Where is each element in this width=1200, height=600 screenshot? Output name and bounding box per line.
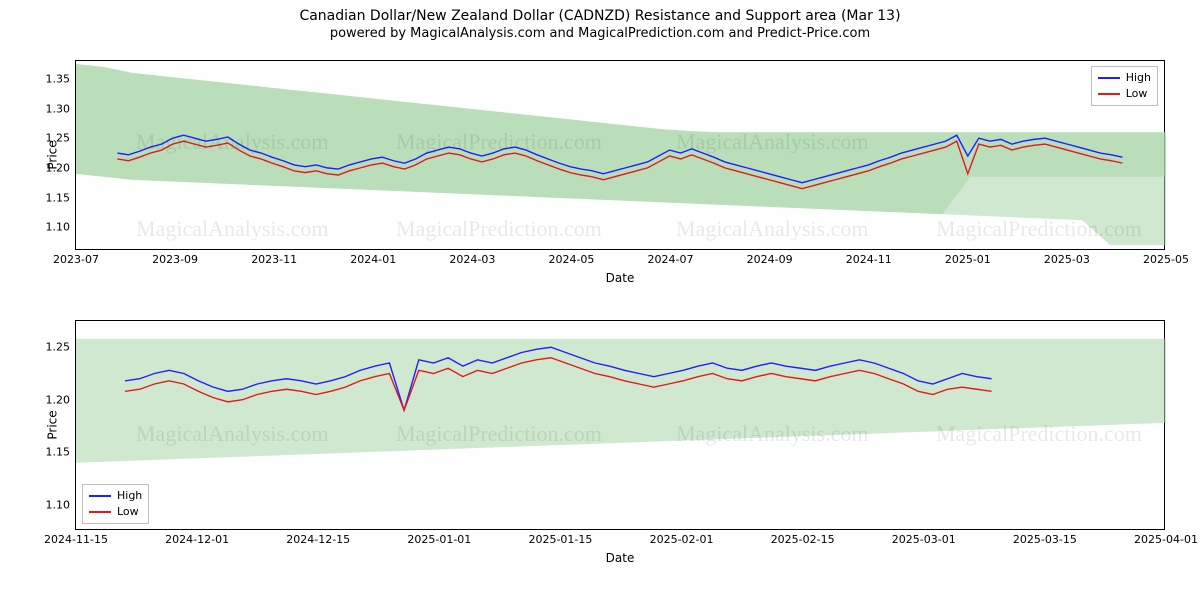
x-tick-label: 2023-11 xyxy=(251,253,297,266)
y-tick-label: 1.35 xyxy=(46,72,71,85)
y-tick-label: 1.10 xyxy=(46,221,71,234)
x-tick-label: 2025-04-01 xyxy=(1134,533,1198,546)
x-tick-label: 2025-01-01 xyxy=(407,533,471,546)
legend-swatch-low xyxy=(89,511,111,513)
x-tick-label: 2025-01 xyxy=(945,253,991,266)
x-axis-label: Date xyxy=(606,271,635,285)
legend-label: Low xyxy=(117,504,139,520)
legend-label: High xyxy=(117,488,142,504)
x-tick-label: 2025-02-01 xyxy=(650,533,714,546)
y-axis-label: Price xyxy=(46,410,60,439)
x-tick-label: 2023-09 xyxy=(152,253,198,266)
y-tick-label: 1.20 xyxy=(46,161,71,174)
x-tick-label: 2024-03 xyxy=(449,253,495,266)
legend-label: High xyxy=(1126,70,1151,86)
x-tick-label: 2024-11 xyxy=(846,253,892,266)
legend-item-high: High xyxy=(89,488,142,504)
x-tick-label: 2024-09 xyxy=(747,253,793,266)
x-tick-label: 2024-01 xyxy=(350,253,396,266)
legend-item-low: Low xyxy=(1098,86,1151,102)
x-tick-label: 2024-12-15 xyxy=(286,533,350,546)
chart-panel-bottom: Price MagicalAnalysis.com MagicalPredict… xyxy=(75,320,1165,530)
legend: High Low xyxy=(82,484,149,524)
x-tick-label: 2024-12-01 xyxy=(165,533,229,546)
legend-item-low: Low xyxy=(89,504,142,520)
x-tick-label: 2025-03-15 xyxy=(1013,533,1077,546)
y-tick-label: 1.15 xyxy=(46,446,71,459)
y-tick-label: 1.25 xyxy=(46,341,71,354)
x-tick-label: 2024-07 xyxy=(648,253,694,266)
legend-swatch-high xyxy=(1098,77,1120,79)
legend: High Low xyxy=(1091,66,1158,106)
y-tick-label: 1.15 xyxy=(46,191,71,204)
y-tick-label: 1.10 xyxy=(46,498,71,511)
chart-title: Canadian Dollar/New Zealand Dollar (CADN… xyxy=(0,0,1200,24)
x-tick-label: 2025-03-01 xyxy=(892,533,956,546)
x-tick-label: 2023-07 xyxy=(53,253,99,266)
x-tick-label: 2024-05 xyxy=(548,253,594,266)
x-tick-label: 2025-02-15 xyxy=(771,533,835,546)
chart-subtitle: powered by MagicalAnalysis.com and Magic… xyxy=(0,26,1200,41)
legend-swatch-high xyxy=(89,495,111,497)
y-tick-label: 1.20 xyxy=(46,393,71,406)
x-tick-label: 2024-11-15 xyxy=(44,533,108,546)
x-tick-label: 2025-03 xyxy=(1044,253,1090,266)
legend-item-high: High xyxy=(1098,70,1151,86)
x-tick-label: 2025-01-15 xyxy=(528,533,592,546)
x-tick-label: 2025-05 xyxy=(1143,253,1189,266)
chart-panel-top: Price MagicalAnalysis.com MagicalPredict… xyxy=(75,60,1165,250)
y-tick-label: 1.30 xyxy=(46,102,71,115)
legend-swatch-low xyxy=(1098,93,1120,95)
legend-label: Low xyxy=(1126,86,1148,102)
x-axis-label: Date xyxy=(606,551,635,565)
y-tick-label: 1.25 xyxy=(46,132,71,145)
